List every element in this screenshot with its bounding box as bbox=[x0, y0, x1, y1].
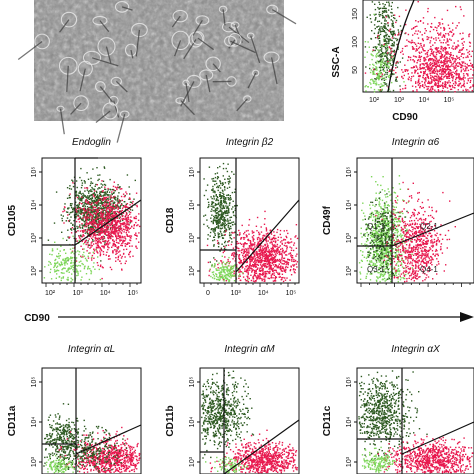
gate-diagonal bbox=[75, 424, 142, 455]
gate-diagonal bbox=[235, 199, 300, 273]
bottom-row: Integrin αL CD11a 10⁵ 10⁴ 10³ Integrin αM CD11… bbox=[7, 344, 474, 474]
xtick-label: 10⁵ bbox=[128, 290, 139, 297]
top-xtick-3: 10⁵ bbox=[444, 97, 455, 104]
top-xtick-1: 10³ bbox=[394, 97, 405, 104]
ytick-label: 10⁵ bbox=[31, 167, 38, 178]
cell-micrograph bbox=[17, 0, 297, 143]
ytick-label: 10⁴ bbox=[346, 417, 353, 428]
ytick-label: 10² bbox=[346, 265, 353, 276]
ytick-label: 10³ bbox=[189, 232, 196, 243]
ytick-label: 10⁵ bbox=[31, 377, 38, 388]
panel-title: Integrin αX bbox=[391, 344, 440, 355]
shared-cd90-arrow: CD90 bbox=[24, 312, 474, 324]
panel-title: Endoglin bbox=[72, 137, 111, 148]
panel-integrin-ax: Integrin αX CD11c 10⁵ 10⁴ 10³ bbox=[322, 344, 474, 474]
ytick-label: 10² bbox=[31, 265, 38, 276]
top-ylabel: SSC-A bbox=[331, 46, 342, 77]
ytick-label: 10³ bbox=[31, 232, 38, 243]
top-gate-curve bbox=[387, 0, 415, 93]
dot-cloud bbox=[43, 403, 141, 474]
panel-integrin-am: Integrin αM CD11b 10⁵ 10⁴ 10³ bbox=[165, 344, 300, 474]
ytick-label: 10⁵ bbox=[346, 377, 353, 388]
dot-cloud bbox=[203, 162, 299, 283]
ytick-label: 10⁵ bbox=[189, 377, 196, 388]
panel-title: Integrin α6 bbox=[392, 137, 440, 148]
panel-ylabel: CD11c bbox=[322, 405, 333, 436]
gate-diagonal bbox=[74, 199, 142, 246]
quadrant-label: Q1-1 bbox=[367, 222, 385, 231]
ytick-label: 10⁵ bbox=[189, 167, 196, 178]
panel-ylabel: CD105 bbox=[7, 205, 18, 237]
gate-diagonal bbox=[391, 212, 474, 247]
top-ytick-0: 150 bbox=[352, 8, 359, 20]
panel-ylabel: CD49f bbox=[322, 205, 333, 235]
panel-ylabel: CD11b bbox=[165, 405, 176, 436]
panel-ylabel: CD18 bbox=[165, 207, 176, 233]
ytick-label: 10⁴ bbox=[346, 200, 353, 211]
top-ytick-2: 50 bbox=[352, 66, 359, 74]
gate-diagonal bbox=[401, 421, 474, 455]
panel-integrin-b2: Integrin β2 CD18 10⁵ 10⁴ 10³ 10² 0 10³ 10⁴ 10⁵ bbox=[165, 137, 300, 297]
ytick-label: 10⁴ bbox=[189, 417, 196, 428]
panel-title: Integrin αM bbox=[224, 344, 275, 355]
xtick-label: 10³ bbox=[73, 290, 84, 297]
top-xtick-2: 10⁴ bbox=[419, 97, 430, 104]
ytick-label: 10⁴ bbox=[189, 200, 196, 211]
xtick-label: 10⁵ bbox=[286, 290, 297, 297]
panel-title: Integrin β2 bbox=[226, 137, 274, 148]
arrow-head-icon bbox=[460, 312, 474, 322]
top-ytick-1: 100 bbox=[352, 36, 359, 48]
ytick-label: 10⁴ bbox=[31, 417, 38, 428]
panel-integrin-a6: Integrin α6 CD49f 10⁵ 10⁴ 10³ 10² Q1-1 Q2-1 Q3-1… bbox=[322, 137, 474, 287]
xtick-label: 10⁴ bbox=[100, 290, 111, 297]
quadrant-label: Q4-1 bbox=[420, 265, 438, 274]
gate-diagonal bbox=[223, 419, 300, 474]
quadrant-label: Q3-1 bbox=[367, 265, 385, 274]
ytick-label: 10² bbox=[189, 265, 196, 276]
xtick-label: 10² bbox=[45, 290, 56, 297]
panel-endoglin: Endoglin CD105 10⁵ 10⁴ 10³ 10² 10² 10³ 10⁴ 10⁵ bbox=[7, 137, 142, 297]
ytick-label: 10⁴ bbox=[31, 200, 38, 211]
ytick-label: 10³ bbox=[31, 456, 38, 467]
top-xlabel: CD90 bbox=[392, 112, 418, 123]
dot-cloud bbox=[358, 370, 474, 474]
quadrant-label: Q2-1 bbox=[420, 222, 438, 231]
xtick-label: 0 bbox=[206, 290, 210, 297]
top-xtick-0: 10² bbox=[369, 97, 380, 104]
ytick-label: 10³ bbox=[346, 232, 353, 243]
ytick-label: 10³ bbox=[189, 456, 196, 467]
panel-integrin-al: Integrin αL CD11a 10⁵ 10⁴ 10³ bbox=[7, 344, 142, 474]
panel-ylabel: CD11a bbox=[7, 405, 18, 436]
ytick-label: 10³ bbox=[346, 456, 353, 467]
dot-cloud bbox=[201, 370, 298, 474]
ytick-label: 10⁵ bbox=[346, 167, 353, 178]
xtick-label: 10⁴ bbox=[258, 290, 269, 297]
shared-xlabel: CD90 bbox=[24, 313, 50, 324]
top-flow-panel: SSC-A 150 100 50 10² 10³ 10⁴ 10⁵ CD90 bbox=[331, 0, 474, 123]
xtick-label: 10³ bbox=[231, 290, 242, 297]
panel-title: Integrin αL bbox=[68, 344, 115, 355]
